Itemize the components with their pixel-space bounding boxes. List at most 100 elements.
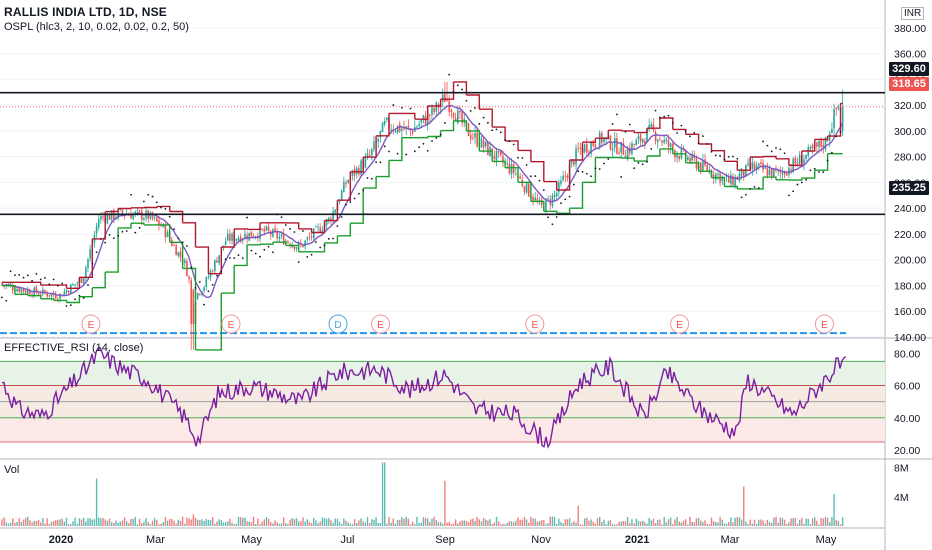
candle-body bbox=[833, 109, 835, 129]
candle-body bbox=[648, 125, 650, 130]
volume-bar bbox=[48, 524, 50, 526]
volume-bar bbox=[472, 518, 474, 526]
sar-dot bbox=[1, 296, 3, 299]
sar-dot bbox=[121, 230, 124, 233]
candle-body bbox=[306, 237, 309, 240]
sar-dot bbox=[624, 130, 627, 133]
volume-bar bbox=[487, 520, 489, 526]
volume-bar bbox=[740, 519, 743, 526]
volume-bar bbox=[594, 523, 597, 526]
volume-bar bbox=[794, 518, 797, 526]
volume-bar bbox=[642, 520, 644, 526]
candle-body bbox=[487, 141, 489, 156]
sar-dot bbox=[246, 216, 249, 219]
volume-bar bbox=[360, 518, 362, 526]
volume-bar bbox=[693, 522, 695, 526]
candle-body bbox=[312, 228, 315, 239]
volume-bar bbox=[143, 521, 145, 526]
candle-body bbox=[781, 172, 784, 175]
candle-body bbox=[132, 213, 134, 220]
volume-bar bbox=[422, 517, 425, 526]
candle-body bbox=[218, 255, 220, 264]
candle-body bbox=[484, 142, 487, 147]
sar-dot bbox=[401, 106, 403, 109]
candle-body bbox=[355, 167, 358, 174]
volume-bar bbox=[562, 523, 564, 526]
candle-body bbox=[338, 200, 341, 203]
currency-unit-badge[interactable]: INR bbox=[901, 7, 925, 20]
candle-body bbox=[422, 114, 425, 120]
candle-body bbox=[633, 144, 635, 146]
volume-bar bbox=[749, 519, 751, 526]
price-tag-support: 235.25 bbox=[889, 181, 929, 195]
candle-body bbox=[252, 236, 255, 238]
volume-bar bbox=[319, 521, 321, 526]
candle-body bbox=[261, 228, 263, 230]
sar-dot bbox=[336, 225, 339, 228]
sar-dot bbox=[370, 177, 373, 180]
volume-bar bbox=[108, 518, 111, 526]
candle-body bbox=[805, 154, 807, 160]
volume-bar bbox=[345, 520, 347, 526]
volume-bar bbox=[689, 516, 691, 526]
candle-body bbox=[188, 276, 190, 280]
candle-body bbox=[545, 198, 547, 213]
sar-dot bbox=[710, 150, 713, 153]
volume-bar bbox=[123, 517, 126, 526]
candle-body bbox=[699, 162, 702, 171]
candle-body bbox=[151, 212, 154, 219]
sar-dot bbox=[405, 153, 408, 156]
volume-bar bbox=[304, 521, 306, 526]
volume-bar bbox=[631, 519, 633, 526]
volume-bar bbox=[485, 519, 487, 526]
sar-dot bbox=[564, 198, 567, 201]
earnings-marker bbox=[670, 314, 690, 334]
volume-bar bbox=[274, 520, 276, 526]
candle-body bbox=[54, 294, 57, 299]
volume-bar bbox=[227, 521, 229, 526]
candle-body bbox=[35, 286, 38, 293]
volume-bar bbox=[55, 520, 57, 526]
candle-body bbox=[95, 226, 98, 234]
sar-dot bbox=[104, 241, 107, 244]
volume-bar bbox=[547, 522, 549, 526]
candle-body bbox=[80, 277, 83, 283]
volume-bar bbox=[773, 517, 775, 526]
volume-bar bbox=[192, 514, 195, 526]
volume-bar bbox=[347, 522, 349, 526]
sar-dot bbox=[719, 155, 721, 157]
candle-body bbox=[321, 230, 324, 232]
candle-body bbox=[444, 94, 446, 103]
volume-bar bbox=[519, 519, 521, 526]
candle-body bbox=[254, 236, 257, 237]
candle-body bbox=[611, 148, 614, 151]
sar-dot bbox=[839, 130, 842, 133]
volume-bar bbox=[282, 517, 285, 526]
sar-dot bbox=[534, 175, 537, 177]
candle-body bbox=[790, 169, 792, 171]
sar-dot bbox=[822, 171, 825, 174]
sar-dot bbox=[671, 121, 674, 124]
sar-dot bbox=[151, 195, 154, 198]
sar-dot bbox=[439, 133, 442, 136]
volume-bar bbox=[295, 518, 298, 526]
volume-bar bbox=[85, 521, 87, 526]
sar-dot bbox=[530, 175, 532, 178]
volume-bar bbox=[199, 520, 201, 526]
candle-body bbox=[347, 180, 349, 183]
sar-dot bbox=[641, 163, 644, 166]
candle-body bbox=[340, 190, 343, 200]
sar-dot bbox=[173, 228, 175, 231]
candle-body bbox=[203, 287, 205, 291]
volume-bar bbox=[768, 521, 771, 526]
candle-body bbox=[82, 278, 85, 284]
candle-body bbox=[566, 175, 569, 178]
moving-average-line bbox=[1, 104, 844, 299]
volume-bar bbox=[536, 521, 539, 526]
sar-dot bbox=[796, 183, 799, 186]
volume-bar bbox=[162, 522, 164, 526]
sar-dot bbox=[418, 146, 420, 149]
sar-dot bbox=[792, 190, 795, 193]
candle-body bbox=[377, 138, 380, 142]
